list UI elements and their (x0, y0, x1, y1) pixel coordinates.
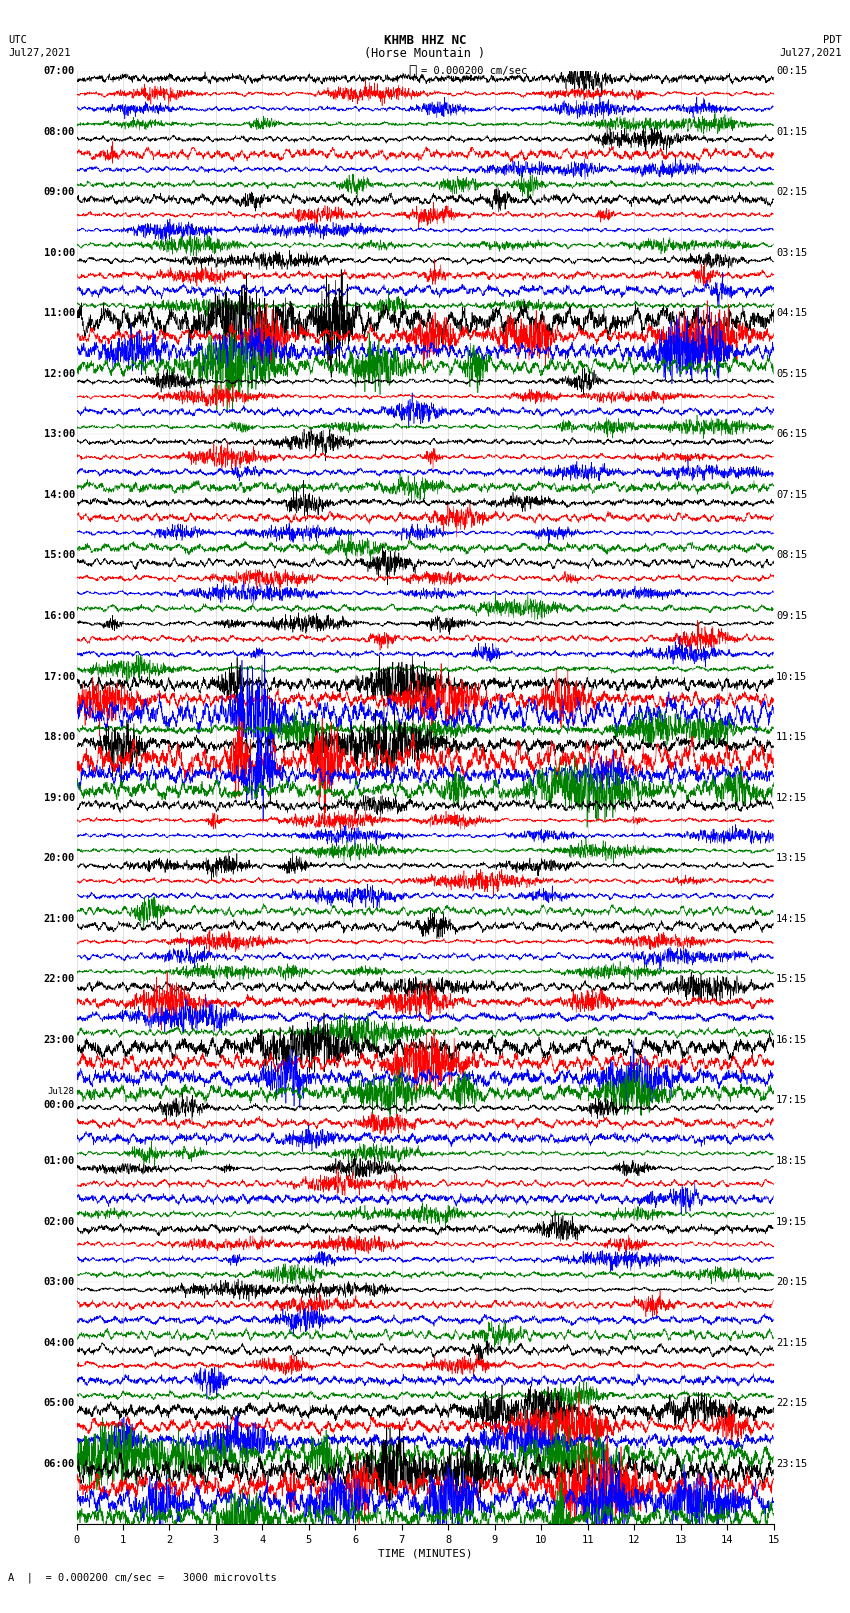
Text: 12:00: 12:00 (43, 369, 75, 379)
Text: UTC: UTC (8, 35, 27, 45)
Text: 01:00: 01:00 (43, 1157, 75, 1166)
Text: 18:00: 18:00 (43, 732, 75, 742)
Text: 05:00: 05:00 (43, 1398, 75, 1408)
Text: 15:00: 15:00 (43, 550, 75, 560)
Text: 21:15: 21:15 (776, 1337, 808, 1347)
Text: 06:15: 06:15 (776, 429, 808, 439)
Text: 14:15: 14:15 (776, 913, 808, 924)
Text: PDT: PDT (823, 35, 842, 45)
Text: 00:15: 00:15 (776, 66, 808, 76)
Text: 12:15: 12:15 (776, 792, 808, 803)
Text: 10:15: 10:15 (776, 671, 808, 682)
Text: 20:15: 20:15 (776, 1277, 808, 1287)
Text: 07:00: 07:00 (43, 66, 75, 76)
Text: A  |  = 0.000200 cm/sec =   3000 microvolts: A | = 0.000200 cm/sec = 3000 microvolts (8, 1573, 277, 1582)
Text: Jul28: Jul28 (48, 1087, 75, 1095)
Text: KHMB HHZ NC: KHMB HHZ NC (383, 34, 467, 47)
Text: 03:15: 03:15 (776, 248, 808, 258)
Text: 18:15: 18:15 (776, 1157, 808, 1166)
Text: 11:15: 11:15 (776, 732, 808, 742)
Text: Jul27,2021: Jul27,2021 (779, 48, 842, 58)
Text: 04:00: 04:00 (43, 1337, 75, 1347)
Text: 10:00: 10:00 (43, 248, 75, 258)
Text: 22:15: 22:15 (776, 1398, 808, 1408)
Text: Jul27,2021: Jul27,2021 (8, 48, 71, 58)
Text: (Horse Mountain ): (Horse Mountain ) (365, 47, 485, 60)
Text: 09:15: 09:15 (776, 611, 808, 621)
Text: 21:00: 21:00 (43, 913, 75, 924)
Text: 15:15: 15:15 (776, 974, 808, 984)
Text: 04:15: 04:15 (776, 308, 808, 318)
Text: 01:15: 01:15 (776, 126, 808, 137)
Text: 22:00: 22:00 (43, 974, 75, 984)
Text: 02:15: 02:15 (776, 187, 808, 197)
Text: 09:00: 09:00 (43, 187, 75, 197)
Text: 14:00: 14:00 (43, 490, 75, 500)
Text: 00:00: 00:00 (43, 1100, 75, 1110)
Text: 23:15: 23:15 (776, 1458, 808, 1469)
Text: 03:00: 03:00 (43, 1277, 75, 1287)
Text: 19:00: 19:00 (43, 792, 75, 803)
Text: 17:15: 17:15 (776, 1095, 808, 1105)
Text: 17:00: 17:00 (43, 671, 75, 682)
Text: 07:15: 07:15 (776, 490, 808, 500)
Text: 11:00: 11:00 (43, 308, 75, 318)
Text: 20:00: 20:00 (43, 853, 75, 863)
Text: ⏐: ⏐ (408, 65, 416, 77)
Text: 05:15: 05:15 (776, 369, 808, 379)
Text: = 0.000200 cm/sec: = 0.000200 cm/sec (421, 66, 527, 76)
Text: 19:15: 19:15 (776, 1216, 808, 1226)
Text: 16:15: 16:15 (776, 1036, 808, 1045)
Text: 23:00: 23:00 (43, 1036, 75, 1045)
Text: 13:00: 13:00 (43, 429, 75, 439)
Text: 02:00: 02:00 (43, 1216, 75, 1226)
Text: 08:15: 08:15 (776, 550, 808, 560)
X-axis label: TIME (MINUTES): TIME (MINUTES) (377, 1548, 473, 1558)
Text: 13:15: 13:15 (776, 853, 808, 863)
Text: 16:00: 16:00 (43, 611, 75, 621)
Text: 06:00: 06:00 (43, 1458, 75, 1469)
Text: 08:00: 08:00 (43, 126, 75, 137)
